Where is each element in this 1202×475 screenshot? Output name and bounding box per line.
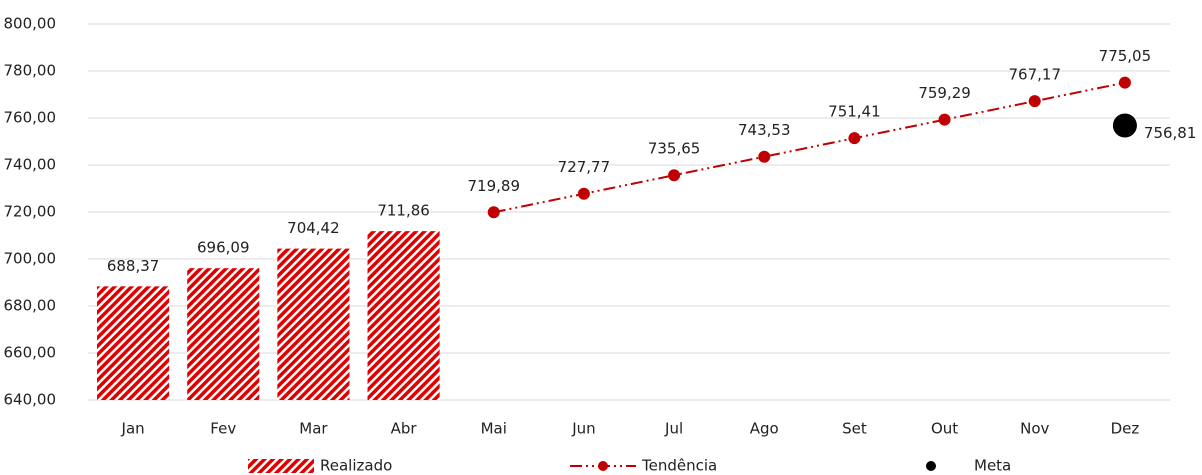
x-tick-label: Jun bbox=[571, 420, 595, 438]
y-tick-label: 660,00 bbox=[4, 344, 57, 362]
legend-marker bbox=[598, 461, 608, 471]
line-marker bbox=[848, 132, 861, 145]
bar bbox=[367, 231, 440, 400]
y-tick-label: 780,00 bbox=[4, 62, 57, 80]
x-tick-label: Jan bbox=[121, 420, 145, 438]
legend-label: Meta bbox=[974, 457, 1011, 475]
legend-label: Tendência bbox=[641, 457, 717, 475]
x-tick-label: Jul bbox=[664, 420, 683, 438]
data-label: 704,42 bbox=[287, 219, 340, 237]
data-label: 688,37 bbox=[107, 257, 160, 275]
y-tick-label: 640,00 bbox=[4, 391, 57, 409]
data-label: 719,89 bbox=[468, 177, 521, 195]
data-label: 735,65 bbox=[648, 140, 701, 158]
legend-label: Realizado bbox=[320, 457, 392, 475]
data-label: 756,81 bbox=[1144, 124, 1197, 142]
legend-swatch bbox=[248, 459, 314, 473]
line-marker bbox=[577, 187, 590, 200]
bar bbox=[277, 248, 350, 400]
data-label: 743,53 bbox=[738, 121, 791, 139]
line-marker bbox=[1028, 95, 1041, 108]
x-tick-label: Nov bbox=[1020, 420, 1049, 438]
line-marker bbox=[668, 169, 681, 182]
y-tick-label: 800,00 bbox=[4, 15, 57, 33]
x-tick-label: Mar bbox=[299, 420, 328, 438]
bar bbox=[187, 268, 260, 400]
data-label: 767,17 bbox=[1009, 66, 1062, 84]
x-tick-label: Abr bbox=[391, 420, 418, 438]
x-tick-label: Set bbox=[842, 420, 867, 438]
x-tick-label: Fev bbox=[210, 420, 236, 438]
data-label: 696,09 bbox=[197, 239, 250, 257]
legend-marker bbox=[926, 461, 936, 471]
data-label: 727,77 bbox=[558, 158, 611, 176]
x-tick-label: Out bbox=[931, 420, 958, 438]
line-marker bbox=[1118, 76, 1131, 89]
trend-line bbox=[493, 81, 1126, 214]
data-label: 751,41 bbox=[828, 103, 881, 121]
y-tick-label: 720,00 bbox=[4, 203, 57, 221]
y-tick-label: 700,00 bbox=[4, 250, 57, 268]
y-tick-label: 760,00 bbox=[4, 109, 57, 127]
data-label: 711,86 bbox=[377, 202, 430, 220]
line-marker bbox=[487, 206, 500, 219]
meta-marker bbox=[1112, 113, 1137, 138]
line-marker bbox=[758, 150, 771, 163]
y-tick-label: 740,00 bbox=[4, 156, 57, 174]
data-label: 759,29 bbox=[918, 84, 971, 102]
line-marker bbox=[938, 113, 951, 126]
data-label: 775,05 bbox=[1099, 47, 1152, 65]
x-tick-label: Mai bbox=[481, 420, 507, 438]
x-tick-label: Ago bbox=[750, 420, 779, 438]
x-tick-label: Dez bbox=[1111, 420, 1140, 438]
bar bbox=[97, 286, 170, 400]
y-tick-label: 680,00 bbox=[4, 297, 57, 315]
